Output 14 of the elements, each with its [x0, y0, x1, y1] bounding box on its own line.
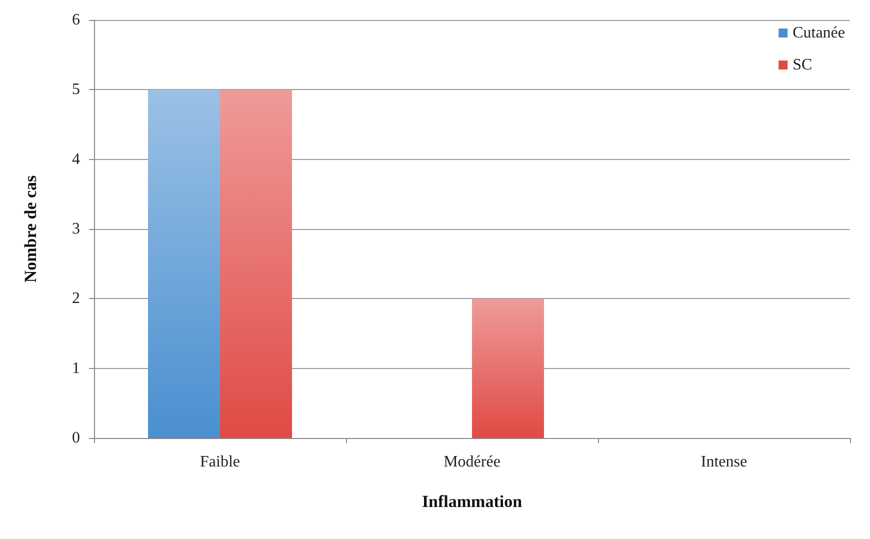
x-axis-title: Inflammation — [422, 492, 523, 511]
y-axis-title: Nombre de cas — [21, 174, 40, 283]
y-tick-label: 0 — [72, 430, 80, 446]
y-tick-label: 1 — [72, 360, 80, 377]
x-tick-label: Modérée — [444, 454, 500, 470]
legend-label: SC — [792, 56, 812, 74]
y-tick-label: 6 — [72, 12, 80, 28]
y-tick-label: 5 — [72, 81, 80, 98]
y-tick-label: 3 — [72, 220, 80, 238]
y-tick-label: 2 — [72, 290, 80, 308]
x-tick-label: Faible — [200, 454, 240, 470]
y-tick-label: 4 — [72, 150, 80, 168]
x-tick-label: Intense — [700, 454, 748, 470]
legend-label: Cutanée — [792, 24, 845, 42]
